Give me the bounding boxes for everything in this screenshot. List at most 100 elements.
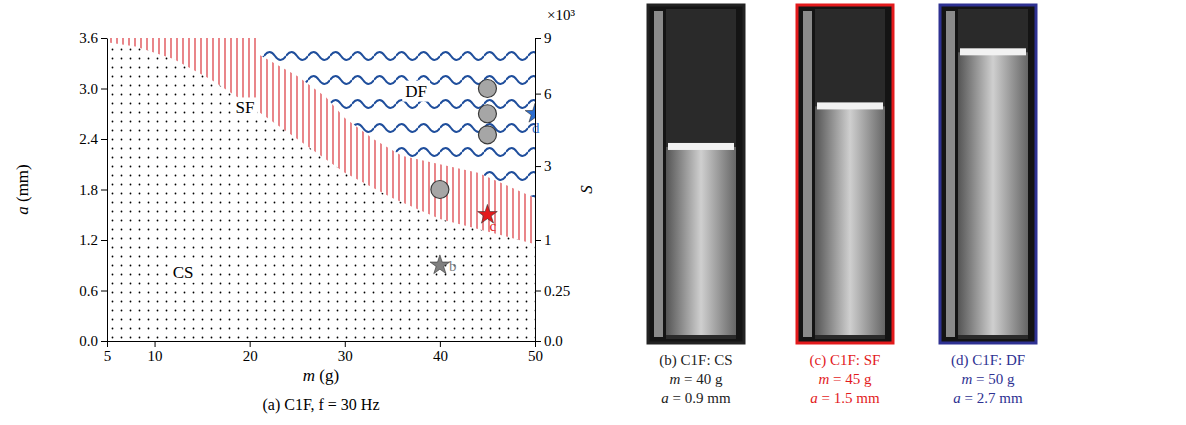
tick: 2.4 [79,131,107,147]
tick-mark [535,240,541,241]
x-axis-title: m (g) [303,366,339,385]
tick-label: 10 [148,348,163,364]
tick-label: 20 [243,348,258,364]
tick: 3.0 [79,81,107,97]
tick-mark [101,190,107,191]
tick-label: 6 [544,86,552,102]
point-marker [478,126,496,144]
photo-caption: a = 1.5 mm [810,390,880,406]
tick: 10 [148,341,163,364]
photo-caption: m = 50 g [961,371,1015,387]
tick-mark [101,240,107,241]
label-background [170,262,197,283]
tick: 1 [535,232,552,248]
tick-mark [535,94,541,95]
axis-line [535,39,536,342]
photo-panel: (c) C1F: SF m = 45 g a = 1.5 mm [797,5,893,406]
region-label-group: SF [232,97,257,118]
photo-frame [797,5,893,343]
photo-panel: (b) C1F: CSm = 40 ga = 0.9 mm [648,5,744,406]
y-axis-title: a (mm) [13,164,32,215]
label-background [232,97,257,118]
tick: 3 [535,158,552,174]
figure: bcdCSSFDF510203040500.00.61.21.82.43.03.… [0,0,1186,425]
tick: 0.0 [535,333,563,349]
photo-frame [940,5,1036,343]
tick-label: 3.6 [79,30,98,46]
photo-caption: (d) C1F: DF [951,352,1025,369]
photo-caption: m = 45 g [818,371,872,387]
tick-label: 0.6 [79,283,98,299]
photo-caption: (b) C1F: CS [659,352,732,369]
axis-line [108,341,536,342]
tick-mark [107,341,108,347]
photo-caption: a = 2.7 mm [953,390,1023,406]
bed-surface [960,48,1026,55]
tube [815,9,885,339]
chart-title: (a) C1F, f = 30 Hz [262,396,379,414]
tick-mark [250,341,251,347]
tick-mark [535,291,541,292]
ruler [946,11,955,337]
region-label: SF [235,98,254,117]
tick: 40 [433,341,448,364]
tick: 6 [535,86,552,102]
bed-surface [817,102,883,109]
granular-bed [958,52,1028,335]
tube [958,9,1028,339]
point-marker [478,80,496,98]
tick-label: 0.25 [544,283,570,299]
y2-axis: 0.0 0.25 1 3 6 9 [535,30,570,349]
tick-mark [101,291,107,292]
tick: 0.25 [535,283,570,299]
tick-mark [535,38,541,39]
photo-caption: (c) C1F: SF [810,352,881,369]
tick-label: 2.4 [79,131,98,147]
tick-mark [101,89,107,90]
tick: 0.0 [79,333,107,349]
tick: 0.6 [79,283,107,299]
tick-label: 1.2 [79,232,98,248]
region-label: DF [405,82,427,101]
tick-mark [155,341,156,347]
tick: 50 [528,341,543,364]
tick: 1.2 [79,232,107,248]
tick-label: 1.8 [79,182,98,198]
label-background [402,81,430,102]
star-marker [430,255,450,274]
tick-mark [535,341,541,342]
tick: 5 [104,341,112,364]
region-label-group: CS [170,262,197,283]
tube [666,9,736,339]
region-label: CS [173,263,194,282]
region-label-group: DF [402,81,430,102]
y-axis: 0.0 0.6 1.2 1.8 2.4 3.0 3.6 [79,30,107,349]
tick: 1.8 [79,182,107,198]
tick-label: 3 [544,158,552,174]
photo-caption: m = 40 g [669,371,723,387]
ruler [803,11,812,337]
tick-mark [101,341,107,342]
region-df [259,38,535,198]
photo-frame [648,5,744,343]
tick-mark [535,166,541,167]
tick-label: 30 [338,348,353,364]
tick: 30 [338,341,353,364]
tick-mark [101,38,107,39]
point-marker [478,105,496,123]
x-axis: 5 10 20 30 40 50 [104,341,543,364]
y2-multiplier: ×10³ [547,7,575,23]
tick-mark [101,139,107,140]
tick-label: 0.0 [79,333,98,349]
tick-label: 50 [528,348,543,364]
point-label: c [489,218,496,234]
y2-axis-title: S [577,185,596,194]
tick-label: 9 [544,30,552,46]
tick-mark [440,341,441,347]
tick-label: 5 [104,348,112,364]
tick-label: 0.0 [544,333,563,349]
plot-area [107,38,535,341]
tick-mark [345,341,346,347]
tick-label: 3.0 [79,81,98,97]
tick: 9 [535,30,552,46]
